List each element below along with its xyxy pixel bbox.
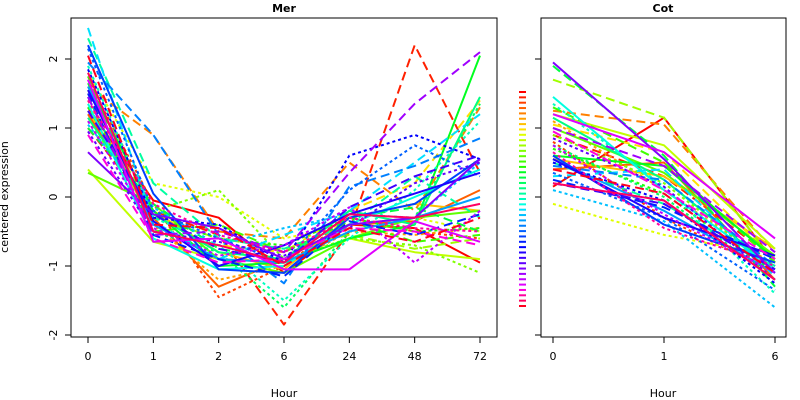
plot-layer: -2 -1 0 1 2 0 1 2 6 24 48 72 0 1 6	[47, 17, 787, 363]
series-line	[87, 72, 481, 264]
series-line	[87, 44, 481, 274]
series-line	[552, 189, 776, 309]
y-tick-label: -1	[47, 261, 60, 272]
panel-title-mer: Mer	[272, 2, 296, 15]
x-tick-label-mer: 72	[473, 350, 487, 363]
x-axis-label-mer: Hour	[271, 387, 298, 400]
series-line	[552, 78, 776, 264]
series-line	[87, 48, 481, 264]
series-line	[87, 61, 481, 285]
series-line	[87, 68, 481, 264]
panel-cot: 0 1 6	[535, 17, 787, 363]
legend-key	[519, 91, 526, 307]
series-line	[87, 65, 481, 302]
y-tick-label: 1	[47, 125, 60, 132]
x-tick-label-mer: 24	[342, 350, 356, 363]
series-line	[552, 168, 776, 278]
panel-title-cot: Cot	[653, 2, 674, 15]
series-line	[87, 110, 481, 264]
series-line	[552, 137, 776, 281]
x-tick-label-mer: 1	[150, 350, 157, 363]
x-axis-label-cot: Hour	[650, 387, 677, 400]
panel-mer: -2 -1 0 1 2 0 1 2 6 24 48 72	[47, 17, 498, 363]
series-line	[552, 127, 776, 253]
series-line	[552, 168, 776, 274]
series-line	[552, 133, 776, 271]
series-line	[87, 99, 481, 254]
series-line	[87, 37, 481, 250]
x-tick-label-cot: 6	[772, 350, 779, 363]
x-tick-label-mer: 48	[408, 350, 422, 363]
series-line	[552, 158, 776, 257]
series-line	[87, 79, 481, 271]
series-group-mer	[87, 27, 481, 326]
series-group-cot	[552, 61, 776, 309]
x-tick-label-mer: 0	[85, 350, 92, 363]
plot-frame-cot	[540, 17, 787, 338]
series-line	[552, 130, 776, 260]
series-line	[552, 113, 776, 240]
y-tick-label: 2	[47, 56, 60, 63]
series-line	[552, 182, 776, 281]
series-line	[552, 202, 776, 257]
x-tick-label-mer: 2	[215, 350, 222, 363]
x-tick-label-cot: 0	[550, 350, 557, 363]
series-line	[87, 79, 481, 299]
y-tick-label: -2	[47, 330, 60, 341]
series-line	[552, 144, 776, 281]
y-tick-label: 0	[47, 194, 60, 201]
series-line	[552, 120, 776, 267]
series-line	[87, 93, 481, 278]
x-tick-label-mer: 6	[281, 350, 288, 363]
series-line	[552, 144, 776, 274]
series-line	[87, 130, 481, 257]
series-line	[87, 51, 481, 254]
series-line	[552, 178, 776, 261]
series-line	[87, 55, 481, 267]
series-line	[87, 89, 481, 267]
y-axis-label: centered expression	[0, 141, 11, 253]
x-tick-label-cot: 1	[661, 350, 668, 363]
series-line	[87, 134, 481, 264]
